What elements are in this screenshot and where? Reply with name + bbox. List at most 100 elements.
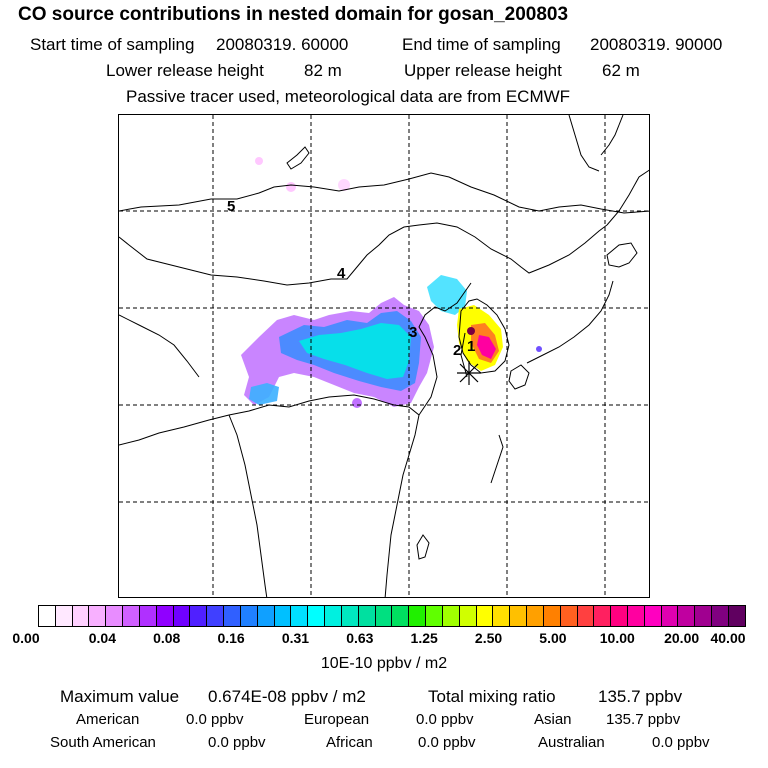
colorbar-tick-label: 0.04 xyxy=(88,630,116,646)
scatter-patch xyxy=(536,346,542,352)
colorbar-cell xyxy=(493,606,511,626)
coastlines xyxy=(119,115,649,597)
japan-honshu xyxy=(526,280,614,364)
european-label: European xyxy=(304,711,370,728)
map-label-5: 5 xyxy=(227,198,235,215)
european-value: 0.0 ppbv xyxy=(416,711,474,728)
plume-north-arm xyxy=(427,275,467,315)
colorbar-cell xyxy=(661,606,679,626)
border-north-east xyxy=(606,169,649,226)
colorbar-cell xyxy=(678,606,696,626)
colorbar-tick-label: 2.50 xyxy=(474,630,503,646)
american-value: 0.0 ppbv xyxy=(186,711,244,728)
colorbar-cell xyxy=(207,606,225,626)
colorbar-cell xyxy=(173,606,191,626)
colorbar-cell xyxy=(611,606,628,626)
colorbar-cell xyxy=(375,606,393,626)
gridlines xyxy=(119,115,649,597)
asterisk-icon xyxy=(457,361,481,385)
colorbar-tick-label: 0.63 xyxy=(346,630,374,646)
scatter-patch xyxy=(352,398,362,408)
colorbar-cell xyxy=(190,606,208,626)
colorbar-cell xyxy=(527,606,544,626)
south-american-label: South American xyxy=(50,734,156,751)
colorbar-cell xyxy=(409,606,427,626)
colorbar-cell xyxy=(594,606,612,626)
colorbar-cell xyxy=(543,606,561,626)
asian-label: Asian xyxy=(534,711,572,728)
start-time-label: Start time of sampling xyxy=(30,35,195,54)
sakhalin xyxy=(600,115,624,156)
map-panel: 5 4 3 2 1 xyxy=(118,114,650,598)
colorbar-tick-label: 40.00 xyxy=(710,630,746,646)
colorbar-cell xyxy=(39,606,56,626)
plume-layer xyxy=(241,157,542,408)
plume-core xyxy=(299,323,411,379)
colorbar-cell xyxy=(426,606,443,626)
coastline-bohai xyxy=(418,282,472,416)
colorbar-cell xyxy=(728,606,745,626)
scatter-patch xyxy=(255,157,263,165)
asian-value: 135.7 ppbv xyxy=(606,711,681,728)
coastline-north xyxy=(119,172,649,214)
taiwan xyxy=(416,534,430,560)
colorbar-cell xyxy=(627,606,645,626)
colorbar-cell xyxy=(392,606,410,626)
total-mixing-value: 135.7 ppbv xyxy=(598,687,683,706)
lower-release-label: Lower release height xyxy=(106,61,264,80)
colorbar-tick-label: 0.16 xyxy=(217,630,245,646)
colorbar-cell xyxy=(341,606,359,626)
upper-release-value: 62 m xyxy=(602,61,640,80)
scatter-patch xyxy=(338,179,350,191)
colorbar-cell xyxy=(106,606,124,626)
colorbar-cell xyxy=(224,606,241,626)
upper-release-label: Upper release height xyxy=(404,61,562,80)
colorbar-cell xyxy=(274,606,292,626)
colorbar-cell xyxy=(325,606,342,626)
colorbar-tick-label: 5.00 xyxy=(539,630,567,646)
total-mixing-label: Total mixing ratio xyxy=(428,687,556,706)
colorbar-cell xyxy=(55,606,73,626)
baikal xyxy=(286,146,310,170)
american-label: American xyxy=(76,711,140,728)
max-value-label: Maximum value xyxy=(60,687,180,706)
colorbar-cell xyxy=(560,606,578,626)
colorbar-cell xyxy=(577,606,595,626)
coastline-china xyxy=(119,394,420,597)
inland-border xyxy=(119,314,200,378)
colorbar-cell xyxy=(476,606,494,626)
plume-west-patch xyxy=(249,383,279,405)
korea-hotspot-core xyxy=(477,335,496,359)
japan-kyushu xyxy=(508,364,530,390)
tracer-note: Passive tracer used, meteorological data… xyxy=(126,87,571,106)
map-label-4: 4 xyxy=(337,265,346,282)
colorbar-cell xyxy=(358,606,376,626)
african-label: African xyxy=(326,734,373,751)
colorbar-cell xyxy=(442,606,460,626)
australian-value: 0.0 ppbv xyxy=(652,734,710,751)
end-time-value: 20080319. 90000 xyxy=(590,35,723,54)
plot-title: CO source contributions in nested domain… xyxy=(18,4,569,25)
japan-hokkaido xyxy=(606,242,638,268)
colorbar-cell xyxy=(72,606,90,626)
colorbar-cell xyxy=(644,606,662,626)
colorbar-cell xyxy=(712,606,729,626)
map-label-1: 1 xyxy=(467,338,475,355)
colorbar-tick-label: 10.00 xyxy=(599,630,635,646)
kamchatka-coast xyxy=(568,115,600,172)
colorbar-cell xyxy=(510,606,528,626)
south-american-value: 0.0 ppbv xyxy=(208,734,266,751)
colorbar-tick-label: 0.08 xyxy=(153,630,181,646)
colorbar-cell xyxy=(123,606,140,626)
colorbar-cell xyxy=(139,606,157,626)
colorbar-cell xyxy=(308,606,326,626)
max-value: 0.674E-08 ppbv / m2 xyxy=(208,687,366,706)
scatter-patch xyxy=(286,182,296,192)
colorbar-cell xyxy=(89,606,107,626)
colorbar-tick-label: 1.25 xyxy=(410,630,438,646)
colorbar-cell xyxy=(240,606,258,626)
colorbar-cell xyxy=(695,606,713,626)
colorbar-units: 10E-10 ppbv / m2 xyxy=(320,655,448,672)
colorbar-cell xyxy=(156,606,174,626)
inland-border xyxy=(228,414,268,597)
